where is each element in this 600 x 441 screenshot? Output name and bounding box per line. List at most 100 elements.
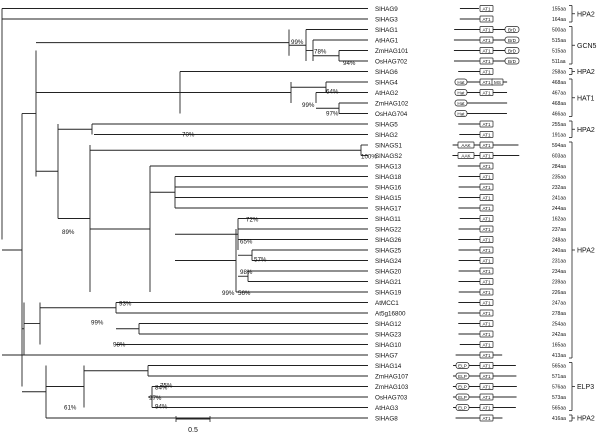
domain-box: [479, 267, 494, 275]
protein-length-label: 241aa: [552, 196, 566, 202]
taxon-label: OsHAG704: [375, 111, 408, 118]
taxon-label: AtHAG1: [375, 38, 399, 45]
domain-label: AT1: [482, 17, 491, 22]
taxon-label: SlHAG2: [375, 132, 398, 139]
domain-label: AT1: [482, 269, 491, 274]
domain-label: ELP: [458, 395, 467, 400]
domain-box: [479, 131, 494, 138]
domain-label: AT1: [482, 48, 491, 53]
group-label: HPA2: [577, 248, 595, 255]
domain-box: [455, 383, 470, 390]
bootstrap-value: 98%: [240, 269, 253, 276]
protein-length-label: 576aa: [552, 385, 566, 391]
domain-label: AT1: [482, 374, 491, 379]
protein-length-label: 231aa: [552, 259, 566, 265]
domain-box: [479, 299, 494, 306]
domain-label: BrD: [508, 48, 517, 53]
protein-length-label: 240aa: [552, 248, 566, 254]
domain-box: [454, 99, 468, 107]
bootstrap-value: 99%: [291, 39, 304, 46]
protein-length-label: 571aa: [552, 374, 566, 380]
protein-length-label: 468aa: [552, 80, 566, 86]
domain-label: ELP: [458, 384, 467, 389]
bootstrap-value: 78%: [314, 49, 327, 56]
protein-length-label: 248aa: [552, 238, 566, 244]
domain-label: ELP: [458, 363, 467, 368]
taxon-label: SlHAG26: [375, 237, 402, 244]
bootstrap-value: 84%: [155, 385, 168, 392]
domain-box: [479, 183, 494, 191]
taxon-label: SlHAG23: [375, 332, 402, 339]
domain-box: [479, 141, 494, 149]
bootstrap-value: 97%: [149, 395, 162, 402]
domain-box: [479, 57, 494, 65]
domain-box: [479, 278, 494, 285]
domain-box: [479, 68, 494, 75]
domain-label: AT1: [482, 332, 491, 337]
domain-box: [479, 194, 494, 201]
domain-label: MS: [494, 80, 501, 85]
domain-label: Hat: [457, 80, 465, 85]
taxon-label: SlHAG17: [375, 206, 402, 213]
protein-length-label: 565aa: [552, 364, 566, 370]
domain-label: BrD: [508, 59, 517, 64]
taxon-label: SlHAG6: [375, 69, 398, 76]
protein-length-label: 235aa: [552, 175, 566, 181]
protein-length-label: 515aa: [552, 49, 566, 55]
protein-length-label: 242aa: [552, 332, 566, 338]
domain-label: AT1: [482, 80, 491, 85]
protein-length-label: 226aa: [552, 290, 566, 296]
domain-box: [479, 215, 494, 222]
domain-box: [479, 393, 494, 401]
domain-label: Hat: [457, 101, 465, 106]
group-brackets: HPA2 GCN5 HPA2 HAT1 HPA2 HPA2 ELP3 HPA2: [569, 5, 597, 423]
domain-box: [479, 341, 494, 348]
domain-label: AT1: [482, 59, 491, 64]
domain-label: AT1: [482, 237, 491, 242]
taxon-label: SlNAGS2: [375, 153, 402, 160]
bootstrap-value: 97%: [326, 111, 339, 118]
taxon-label: ZmHAG103: [375, 384, 409, 391]
bootstrap-value: 64%: [326, 89, 339, 96]
domain-box: [455, 393, 470, 401]
domain-box: [479, 47, 494, 54]
group-label: ELP3: [577, 384, 594, 391]
domain-label: AT1: [482, 6, 491, 11]
protein-length-label: 500aa: [552, 28, 566, 34]
protein-length-label: 278aa: [552, 311, 566, 317]
protein-length-label: 603aa: [552, 154, 566, 160]
protein-length-label: 237aa: [552, 227, 566, 233]
domain-box: [479, 120, 494, 128]
bootstrap-value: 57%: [254, 257, 267, 264]
bootstrap-value: 99%: [91, 320, 104, 327]
protein-length-label: 232aa: [552, 185, 566, 191]
domain-box: [479, 15, 494, 23]
protein-length-label: 239aa: [552, 280, 566, 286]
taxon-label: SlHAG22: [375, 227, 402, 234]
taxon-label: OsHAG703: [375, 395, 408, 402]
group-label: HPA2: [577, 11, 595, 18]
domain-box: [504, 36, 520, 44]
taxon-label: SlHAG16: [375, 185, 402, 192]
domain-label: AT1: [482, 185, 491, 190]
domain-label: AT1: [482, 384, 491, 389]
domain-label: AT1: [482, 353, 491, 358]
group-label: HPA2: [577, 416, 595, 423]
domain-label: AT1: [482, 38, 491, 43]
domain-label: AT1: [482, 69, 491, 74]
domain-box: [455, 372, 470, 380]
domain-box: [479, 162, 494, 170]
protein-length-label: 413aa: [552, 353, 566, 359]
domain-box: [479, 36, 494, 44]
bootstrap-value: 100%: [361, 154, 377, 161]
domain-label: ELP: [458, 374, 467, 379]
domain-label: AT1: [482, 279, 491, 284]
taxon-label: SlHAG8: [375, 416, 398, 423]
domain-label: BrD: [508, 27, 517, 32]
domain-box: [479, 362, 494, 369]
taxon-label: SlHAG4: [375, 80, 398, 87]
domain-label: AT1: [482, 153, 491, 158]
domain-box: [504, 47, 520, 54]
domain-label: AT1: [482, 27, 491, 32]
protein-length-label: 258aa: [552, 70, 566, 76]
